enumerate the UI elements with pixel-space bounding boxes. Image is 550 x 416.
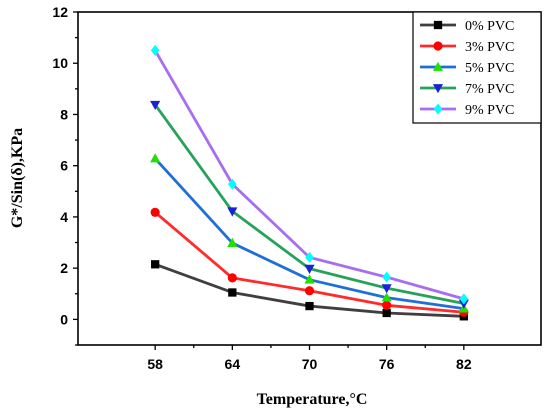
- data-point: [151, 260, 160, 269]
- data-point: [150, 44, 160, 56]
- series-4: [150, 44, 469, 305]
- data-point: [381, 284, 392, 294]
- x-tick-label: 82: [456, 356, 472, 372]
- data-point: [227, 273, 237, 283]
- data-point: [459, 293, 469, 305]
- y-tick-label: 8: [60, 106, 68, 122]
- data-point: [304, 274, 315, 284]
- y-axis-title: G*/Sin(δ),KPa: [9, 128, 26, 228]
- data-point: [228, 288, 237, 297]
- data-point: [304, 264, 315, 274]
- legend-label: 9% PVC: [465, 103, 514, 118]
- data-point: [150, 153, 161, 163]
- data-point: [304, 286, 315, 296]
- data-point: [150, 207, 160, 217]
- data-point: [382, 300, 392, 310]
- legend-marker: [433, 20, 443, 30]
- y-tick-label: 4: [60, 209, 68, 225]
- x-tick-label: 64: [225, 356, 241, 372]
- legend-label: 7% PVC: [465, 82, 514, 97]
- data-point: [227, 207, 238, 217]
- legend-marker: [433, 103, 443, 115]
- data-point: [305, 251, 314, 263]
- x-tick-label: 58: [147, 356, 163, 372]
- legend-label: 5% PVC: [465, 61, 514, 76]
- legend-label: 0% PVC: [465, 19, 514, 34]
- data-point: [227, 237, 238, 247]
- x-tick-label: 70: [302, 356, 318, 372]
- y-tick-label: 2: [60, 260, 68, 276]
- y-tick-label: 12: [52, 4, 68, 20]
- legend-label: 3% PVC: [465, 40, 514, 55]
- data-point: [227, 178, 237, 190]
- series-layer: [150, 44, 469, 321]
- y-tick-label: 0: [60, 311, 68, 327]
- data-point: [382, 308, 391, 318]
- legend-marker: [432, 84, 444, 94]
- axes-layer: 0 2 4 6 8 10 12 58 64 70 76 82: [52, 4, 542, 372]
- data-point: [305, 301, 314, 311]
- legend-marker: [433, 41, 443, 51]
- y-tick-label: 6: [60, 158, 68, 174]
- y-tick-label: 10: [52, 55, 68, 71]
- data-point: [381, 292, 392, 302]
- data-point: [382, 271, 392, 283]
- legend: 0% PVC 3% PVC 5% PVC 7% PVC 9% PVC: [412, 11, 542, 124]
- data-point: [150, 100, 161, 111]
- x-axis-title: Temperature,°C: [257, 391, 368, 408]
- legend-marker: [432, 61, 444, 71]
- x-tick-label: 76: [379, 356, 395, 372]
